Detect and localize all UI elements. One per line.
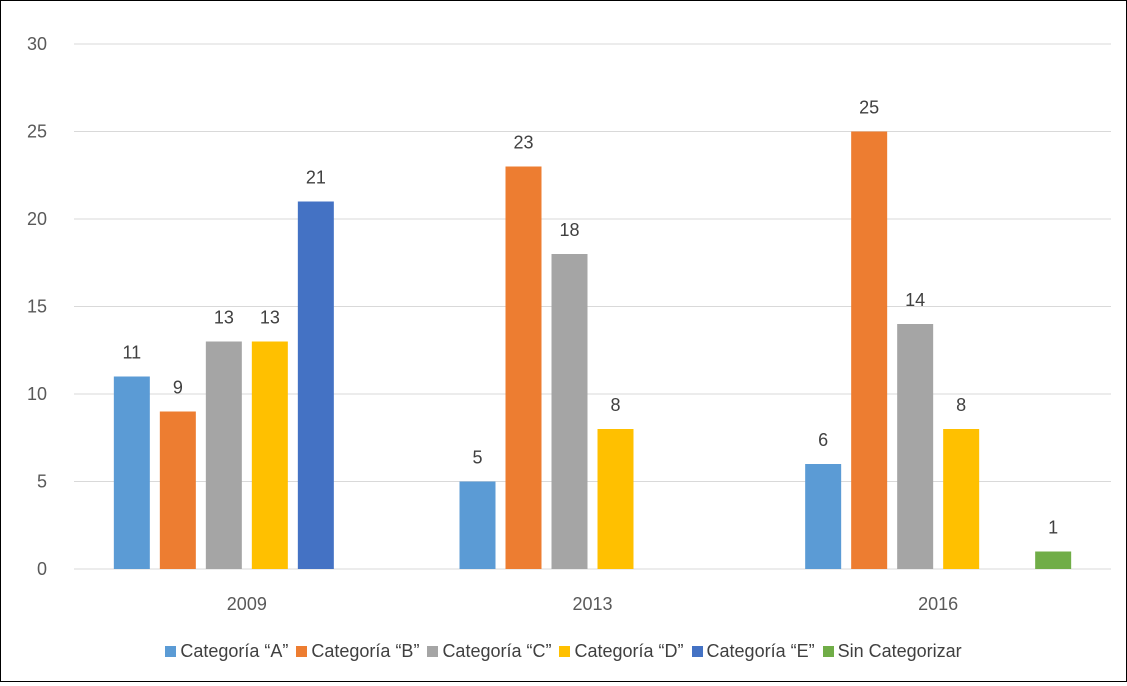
bar bbox=[159, 411, 196, 569]
x-tick-label: 2013 bbox=[572, 594, 612, 614]
data-label: 8 bbox=[956, 395, 966, 415]
legend-label: Sin Categorizar bbox=[837, 641, 962, 661]
data-label: 8 bbox=[610, 395, 620, 415]
y-tick-label: 0 bbox=[37, 559, 47, 579]
legend-label: Categoría “A” bbox=[180, 641, 289, 661]
data-label: 1 bbox=[1048, 518, 1058, 538]
data-label: 21 bbox=[306, 168, 326, 188]
bar bbox=[943, 429, 980, 569]
legend-label: Categoría “E” bbox=[706, 641, 815, 661]
y-tick-label: 15 bbox=[27, 297, 47, 317]
data-label: 11 bbox=[122, 343, 141, 363]
legend-swatch bbox=[691, 646, 703, 657]
legend-swatch bbox=[427, 646, 439, 657]
chart-legend: Categoría “A” Categoría “B” Categoría “C” C… bbox=[0, 641, 1127, 662]
legend-item: Categoría “D” bbox=[559, 641, 684, 662]
bar bbox=[1035, 551, 1072, 569]
data-label: 23 bbox=[513, 133, 533, 153]
data-label: 9 bbox=[173, 378, 183, 398]
bar bbox=[505, 166, 542, 569]
bar bbox=[551, 254, 588, 569]
bar bbox=[805, 464, 842, 569]
legend-label: Categoría “D” bbox=[574, 641, 684, 661]
legend-swatch bbox=[559, 646, 571, 657]
data-label: 18 bbox=[559, 220, 579, 240]
legend-item: Categoría “A” bbox=[165, 641, 288, 662]
legend-swatch bbox=[296, 646, 308, 657]
data-label: 5 bbox=[472, 448, 482, 468]
y-tick-label: 20 bbox=[27, 209, 47, 229]
legend-swatch bbox=[822, 646, 834, 657]
x-tick-label: 2016 bbox=[918, 594, 958, 614]
legend-item: Sin Categorizar bbox=[822, 641, 962, 662]
bar bbox=[597, 429, 634, 569]
legend-item: Categoría “C” bbox=[427, 641, 551, 662]
legend-item: Categoría “B” bbox=[296, 641, 419, 662]
data-label: 25 bbox=[859, 98, 879, 118]
data-label: 6 bbox=[818, 430, 828, 450]
legend-label: Categoría “C” bbox=[442, 641, 552, 661]
bar bbox=[897, 324, 934, 569]
y-tick-label: 25 bbox=[27, 122, 47, 142]
legend-label: Categoría “B” bbox=[311, 641, 420, 661]
bar bbox=[113, 376, 150, 569]
bar bbox=[251, 341, 288, 569]
bar bbox=[205, 341, 242, 569]
bar bbox=[297, 201, 334, 569]
y-tick-label: 10 bbox=[27, 384, 47, 404]
data-label: 13 bbox=[214, 308, 234, 328]
bar bbox=[851, 131, 888, 569]
y-tick-label: 30 bbox=[27, 34, 47, 54]
legend-swatch bbox=[165, 646, 177, 657]
bar bbox=[459, 481, 496, 569]
data-label: 14 bbox=[905, 290, 925, 310]
legend-item: Categoría “E” bbox=[691, 641, 815, 662]
data-label: 13 bbox=[260, 308, 280, 328]
x-tick-label: 2009 bbox=[227, 594, 267, 614]
y-tick-label: 5 bbox=[37, 472, 47, 492]
